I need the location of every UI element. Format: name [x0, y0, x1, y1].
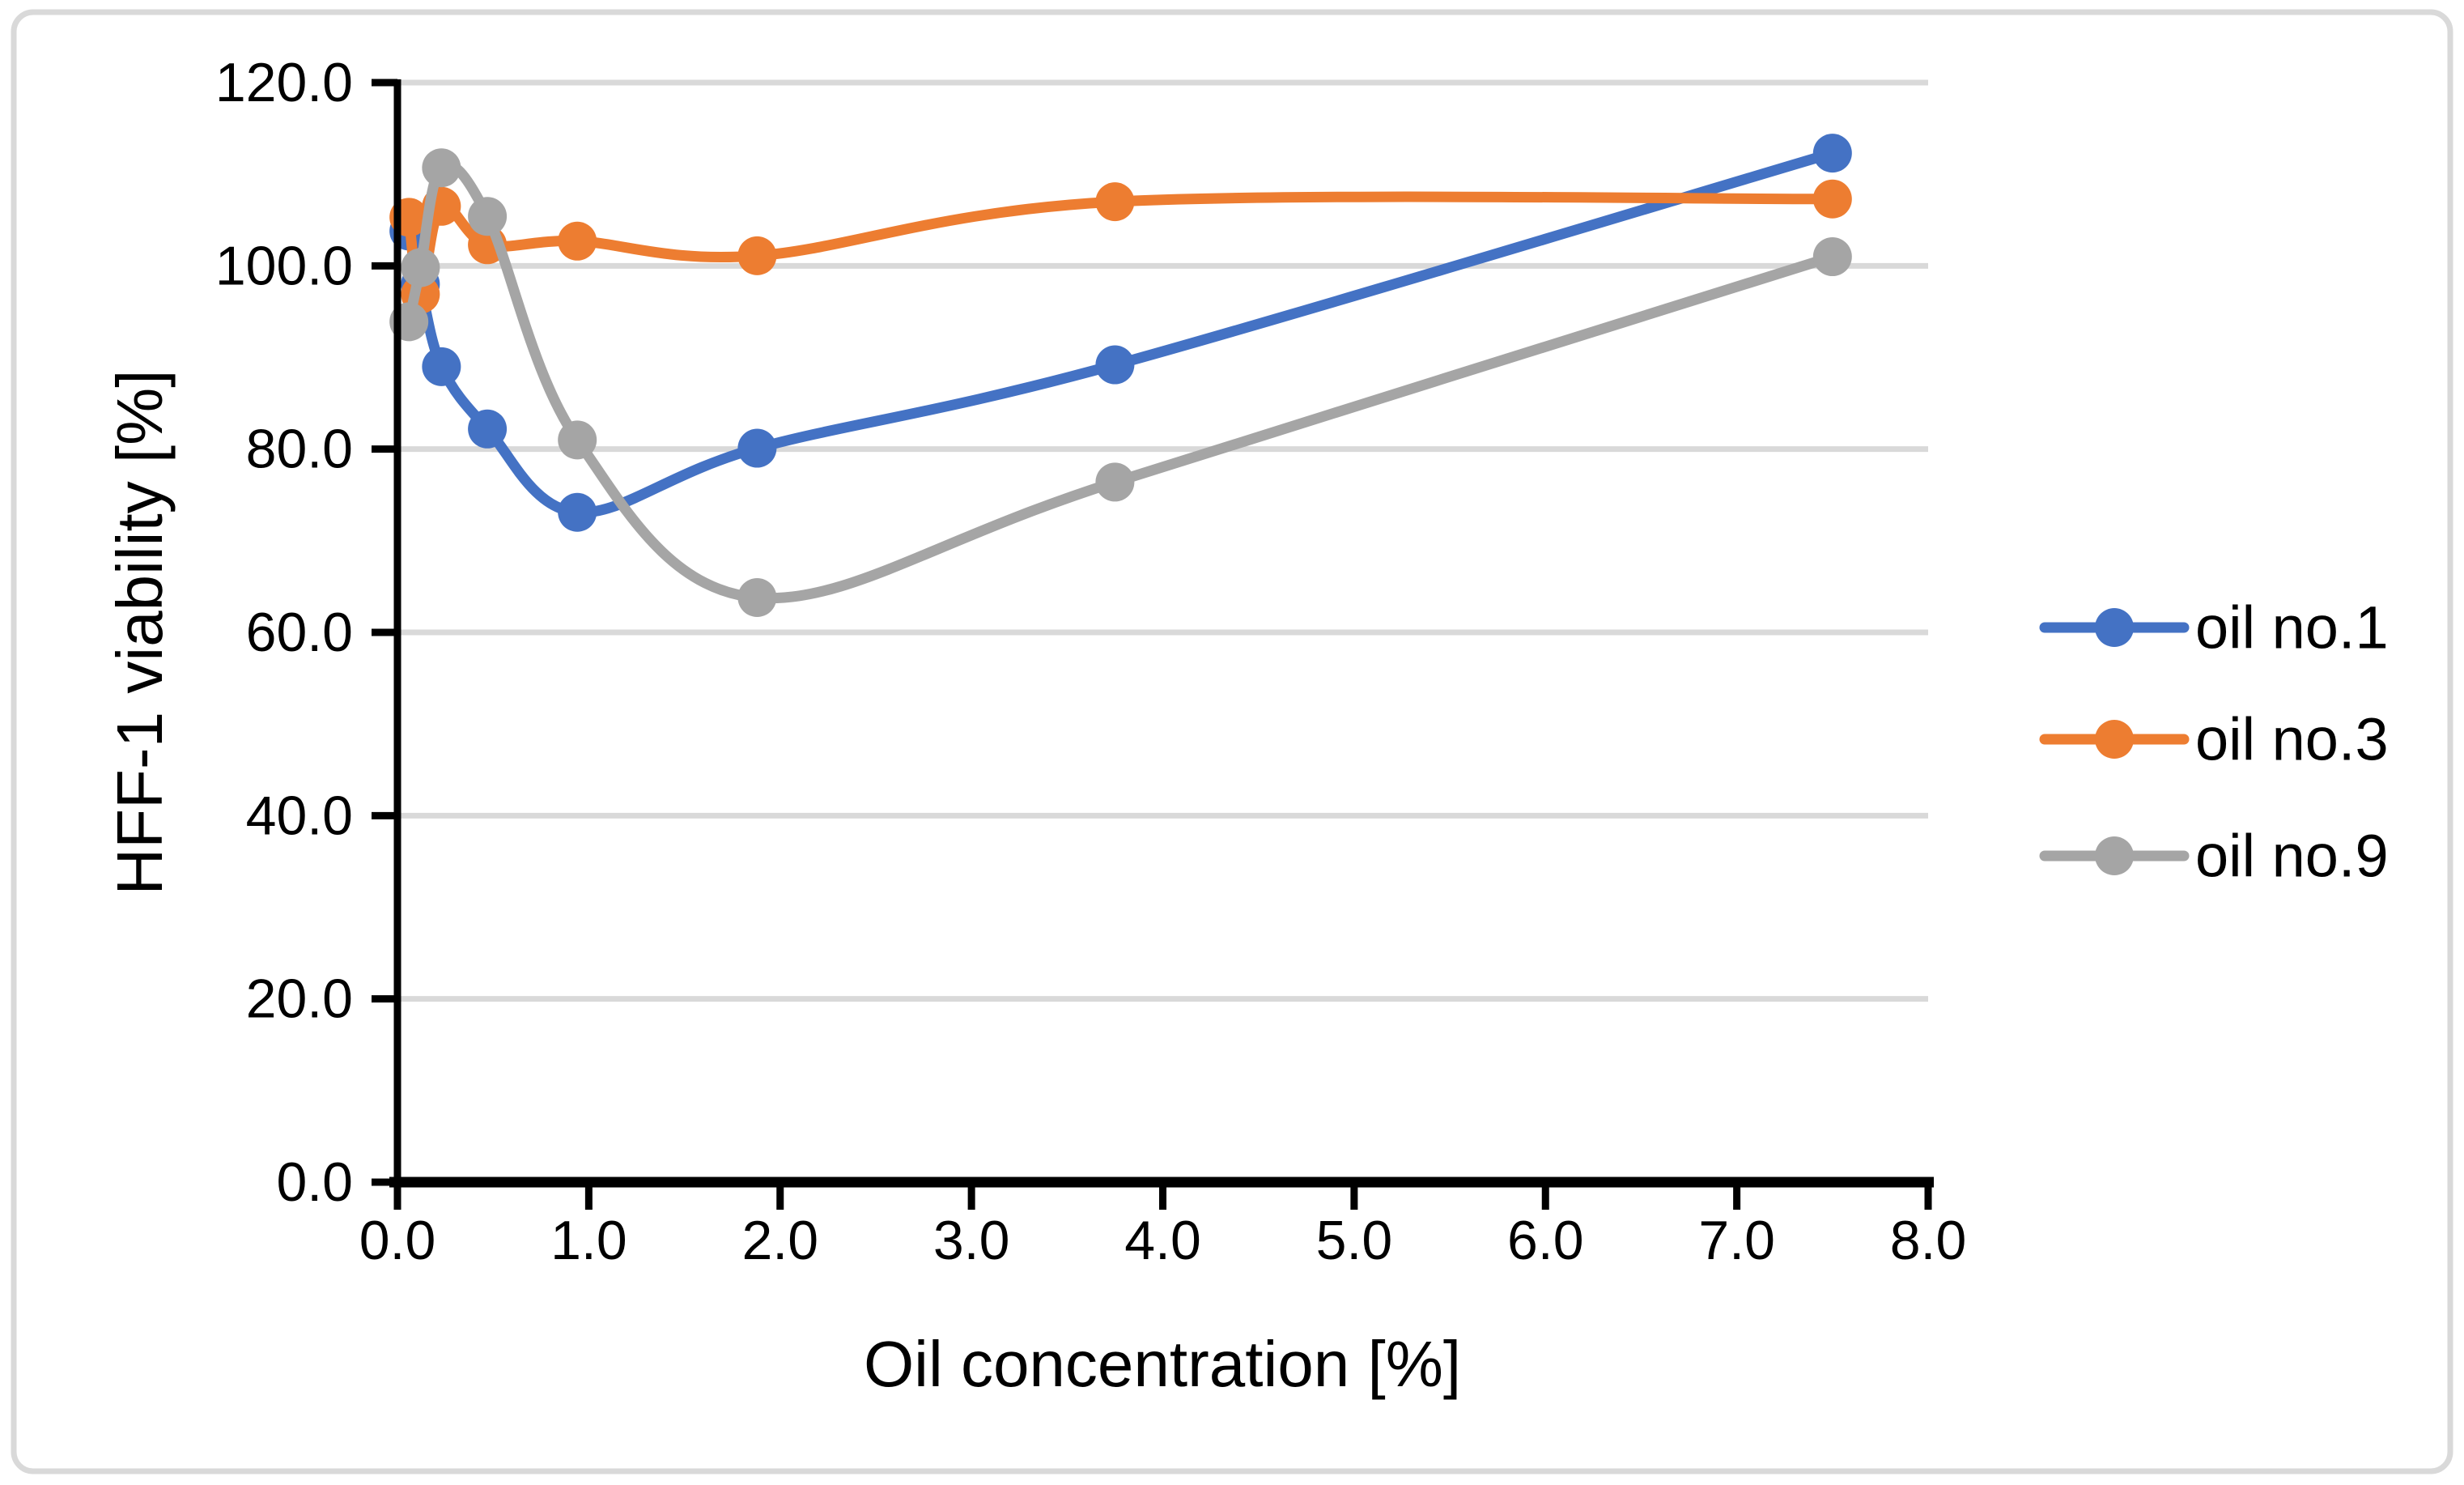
data-point-oil-no-3-x3.75 — [1095, 182, 1135, 222]
x-tick-label-5: 5.0 — [1316, 1210, 1393, 1271]
y-tick-label-20: 20.0 — [246, 968, 353, 1030]
data-point-oil-no-9-x1.88 — [737, 577, 777, 617]
x-tick-label-0: 0.0 — [359, 1210, 436, 1271]
data-point-oil-no-3-x1.88 — [737, 236, 777, 275]
legend-marker-icon — [2095, 836, 2134, 875]
legend-item-oil-no-9: oil no.9 — [2039, 823, 2389, 890]
data-point-oil-no-3-x0.94 — [558, 221, 597, 261]
y-tick-label-0: 0.0 — [276, 1151, 353, 1213]
data-point-oil-no-9-x7.5 — [1812, 237, 1852, 277]
data-point-oil-no-1-x7.5 — [1812, 134, 1852, 173]
series-line-oil-no-3 — [403, 191, 1838, 300]
y-tick-label-60: 60.0 — [246, 602, 353, 663]
x-tick-label-8: 8.0 — [1890, 1210, 1967, 1271]
y-axis-title: HFF-1 viability [%] — [104, 370, 176, 896]
y-tick-label-100: 100.0 — [215, 235, 353, 296]
data-point-oil-no-9-x0.23 — [422, 148, 461, 188]
legend-label: oil no.3 — [2195, 706, 2389, 773]
data-point-oil-no-3-x7.5 — [1812, 179, 1852, 219]
legend-item-oil-no-1: oil no.1 — [2039, 594, 2389, 662]
x-tick-label-3: 3.0 — [933, 1210, 1010, 1271]
legend-label: oil no.9 — [2195, 823, 2389, 890]
y-tick-label-120: 120.0 — [215, 52, 353, 113]
data-point-oil-no-9-x0.12 — [401, 248, 440, 287]
data-point-oil-no-9-x0.94 — [558, 420, 597, 460]
data-point-oil-no-9-x0.47 — [468, 197, 508, 236]
axis-tick-labels: 0.0 20.0 40.0 60.0 80.0 100.0 120.0 0.0 1.0 2.0 3.… — [215, 52, 1966, 1271]
x-tick-label-1: 1.0 — [550, 1210, 627, 1271]
data-point-oil-no-1-x1.88 — [737, 428, 777, 468]
axes — [372, 79, 1934, 1210]
x-tick-label-2: 2.0 — [741, 1210, 818, 1271]
legend-label: oil no.1 — [2195, 594, 2389, 662]
data-point-oil-no-1-x0.94 — [558, 492, 597, 532]
x-tick-label-6: 6.0 — [1507, 1210, 1584, 1271]
x-tick-label-4: 4.0 — [1124, 1210, 1201, 1271]
data-point-oil-no-1-x0.47 — [468, 409, 508, 449]
legend: oil no.1 oil no.3 oil no.9 — [2039, 594, 2389, 890]
data-point-oil-no-1-x3.75 — [1095, 345, 1135, 385]
legend-marker-icon — [2095, 720, 2134, 759]
legend-marker-icon — [2095, 608, 2134, 647]
legend-item-oil-no-3: oil no.3 — [2039, 706, 2389, 773]
x-axis-title: Oil concentration [%] — [864, 1328, 1461, 1400]
y-tick-label-40: 40.0 — [246, 785, 353, 846]
x-tick-label-7: 7.0 — [1698, 1210, 1775, 1271]
gridlines — [397, 79, 1928, 1002]
data-point-oil-no-1-x0.23 — [422, 347, 461, 386]
figure-border — [11, 9, 2453, 1474]
y-tick-label-80: 80.0 — [246, 419, 353, 480]
data-point-oil-no-9-x3.75 — [1095, 462, 1135, 502]
